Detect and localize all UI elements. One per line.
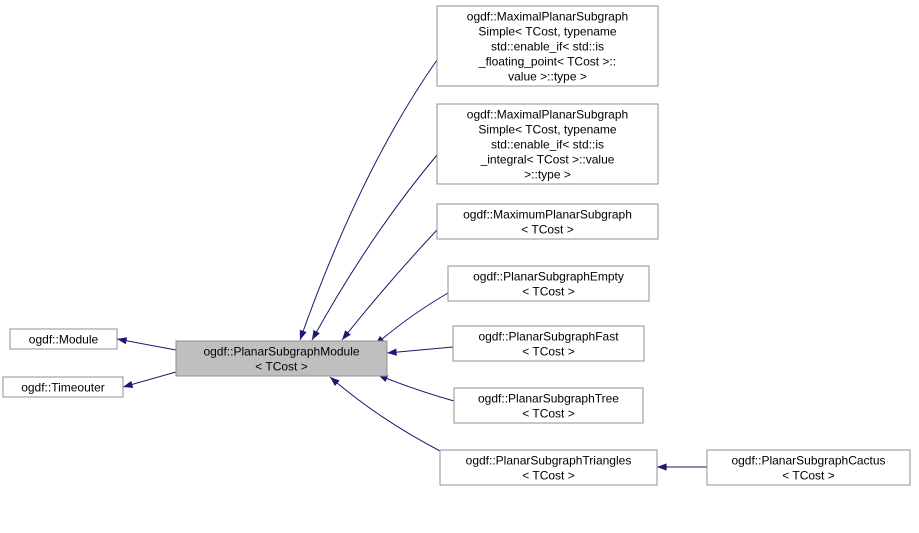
node-mpss_int[interactable]: ogdf::MaximalPlanarSubgraphSimple< TCost…	[437, 104, 658, 184]
node-label-line: ogdf::Timeouter	[21, 381, 105, 395]
node-label-line: ogdf::PlanarSubgraphCactus	[731, 454, 885, 468]
node-label-line: Simple< TCost, typename	[478, 123, 617, 137]
node-label-line: Simple< TCost, typename	[478, 25, 617, 39]
edge-pstree-psm	[378, 375, 454, 401]
edge-psfast-psm	[387, 347, 453, 353]
node-label-line: < TCost >	[522, 345, 574, 359]
node-maxplanar[interactable]: ogdf::MaximumPlanarSubgraph< TCost >	[437, 204, 658, 239]
arrowhead	[330, 377, 340, 386]
node-label-line: ogdf::PlanarSubgraphEmpty	[473, 270, 624, 284]
edge-mpss_float-psm	[300, 60, 437, 340]
arrowhead	[342, 330, 351, 340]
arrowhead	[387, 349, 397, 356]
node-label-line: ogdf::Module	[29, 333, 99, 347]
node-label-line: < TCost >	[255, 360, 307, 374]
node-psm[interactable]: ogdf::PlanarSubgraphModule< TCost >	[176, 341, 387, 376]
edge-maxplanar-psm	[342, 230, 437, 340]
node-module[interactable]: ogdf::Module	[10, 329, 117, 349]
node-label-line: < TCost >	[522, 469, 574, 483]
node-label-line: >::type >	[524, 168, 571, 182]
node-mpss_float[interactable]: ogdf::MaximalPlanarSubgraphSimple< TCost…	[437, 6, 658, 86]
node-label-line: < TCost >	[782, 469, 834, 483]
node-pstree[interactable]: ogdf::PlanarSubgraphTree< TCost >	[454, 388, 643, 423]
node-psempty[interactable]: ogdf::PlanarSubgraphEmpty< TCost >	[448, 266, 649, 301]
node-label-line: ogdf::MaximalPlanarSubgraph	[467, 10, 628, 24]
arrowhead	[123, 381, 133, 388]
arrowhead	[300, 330, 307, 340]
node-label-line: std::enable_if< std::is	[491, 40, 604, 54]
node-label-line: value >::type >	[508, 70, 587, 84]
node-label-line: < TCost >	[522, 407, 574, 421]
node-label-line: < TCost >	[521, 223, 573, 237]
node-timeouter[interactable]: ogdf::Timeouter	[3, 377, 123, 397]
arrowhead	[312, 330, 320, 340]
edge-psempty-psm	[375, 293, 448, 345]
node-label-line: ogdf::MaximalPlanarSubgraph	[467, 108, 628, 122]
inheritance-diagram: ogdf::Moduleogdf::Timeouterogdf::PlanarS…	[0, 0, 919, 533]
node-label-line: ogdf::PlanarSubgraphFast	[478, 330, 619, 344]
edge-pstriangles-psm	[330, 377, 442, 452]
node-pscactus[interactable]: ogdf::PlanarSubgraphCactus< TCost >	[707, 450, 910, 485]
arrowhead	[117, 337, 127, 344]
node-label-line: ogdf::MaximumPlanarSubgraph	[463, 208, 632, 222]
node-label-line: ogdf::PlanarSubgraphModule	[203, 345, 359, 359]
node-psfast[interactable]: ogdf::PlanarSubgraphFast< TCost >	[453, 326, 644, 361]
node-label-line: _floating_point< TCost >::	[478, 55, 616, 69]
node-pstriangles[interactable]: ogdf::PlanarSubgraphTriangles< TCost >	[440, 450, 657, 485]
arrowhead	[657, 463, 667, 470]
node-label-line: ogdf::PlanarSubgraphTree	[478, 392, 619, 406]
node-label-line: _integral< TCost >::value	[480, 153, 615, 167]
node-label-line: ogdf::PlanarSubgraphTriangles	[466, 454, 632, 468]
node-label-line: std::enable_if< std::is	[491, 138, 604, 152]
node-label-line: < TCost >	[522, 285, 574, 299]
